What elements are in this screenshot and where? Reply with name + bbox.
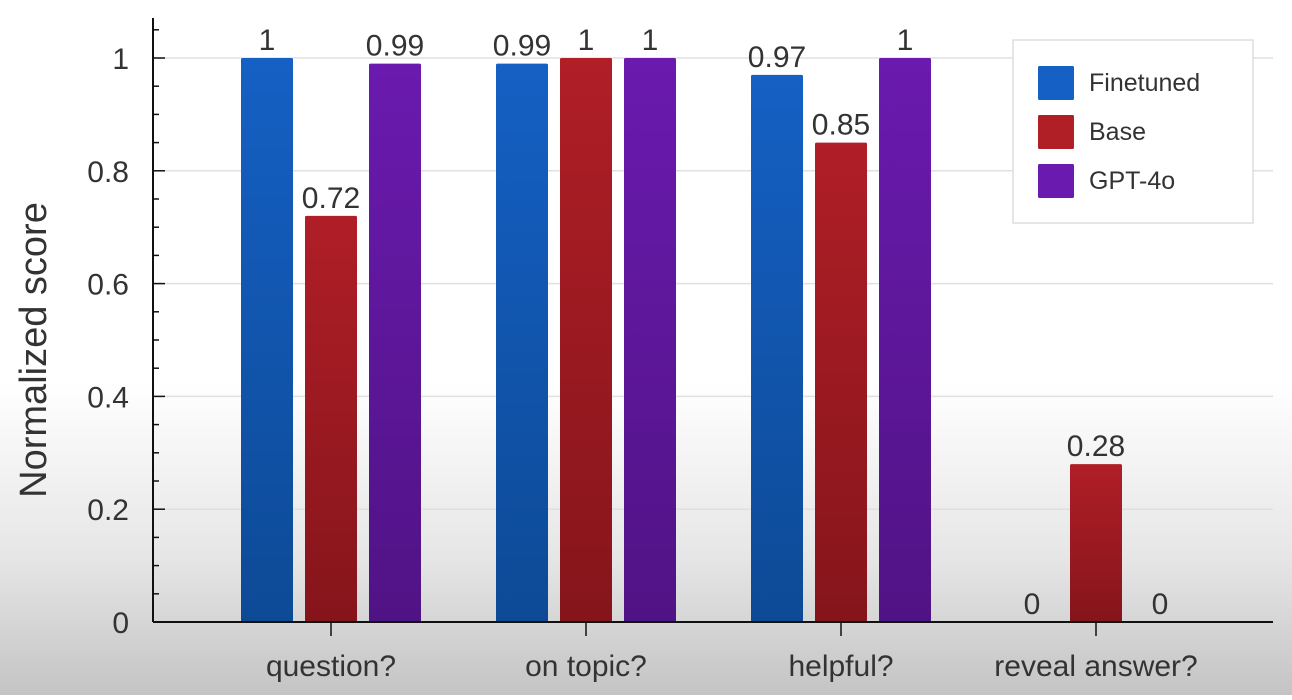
bar-base-1 <box>305 215 357 623</box>
x-tick-label: reveal answer? <box>994 650 1197 683</box>
bar-base-3 <box>815 142 867 622</box>
legend-swatch <box>1038 66 1074 100</box>
data-label: 1 <box>578 24 595 57</box>
x-tick-label: question? <box>266 650 396 683</box>
legend-swatch <box>1038 164 1074 198</box>
y-tick-label: 0.8 <box>87 156 129 189</box>
legend-swatch <box>1038 115 1074 149</box>
y-axis-label: Normalized score <box>13 202 55 498</box>
data-label: 0.99 <box>493 30 551 63</box>
x-axis-ticks: question? on topic? helpful? reveal answer? <box>266 622 1198 683</box>
data-label: 0.97 <box>748 41 806 74</box>
legend-label: GPT-4o <box>1089 167 1175 195</box>
data-label: 0.99 <box>366 30 424 63</box>
bar-gpt-4o-3 <box>879 58 931 622</box>
bar-base-4 <box>1070 464 1122 622</box>
data-label: 0.28 <box>1067 430 1125 463</box>
y-tick-label: 0.4 <box>87 381 129 414</box>
bar-gpt-4o-1 <box>369 63 421 622</box>
bar-finetuned-3 <box>751 74 803 623</box>
data-label: 0 <box>1152 588 1169 621</box>
data-label: 0.85 <box>812 109 870 142</box>
x-tick-label: helpful? <box>788 650 893 683</box>
data-label: 0 <box>1024 588 1041 621</box>
data-label: 1 <box>897 24 914 57</box>
data-labels: 1 0.72 0.99 0.99 1 1 0.97 0.85 1 0 0.28 0 <box>259 24 1169 621</box>
bars <box>241 58 1122 623</box>
legend-label: Base <box>1089 118 1146 146</box>
legend: Finetuned Base GPT-4o <box>1012 39 1254 224</box>
y-tick-label: 1 <box>112 43 129 76</box>
y-tick-label: 0 <box>112 607 129 640</box>
y-tick-label: 0.2 <box>87 494 129 527</box>
bar-gpt-4o-2 <box>624 58 676 622</box>
data-label: 0.72 <box>302 182 360 215</box>
y-axis-ticks: 0 0.2 0.4 0.6 0.8 1 <box>87 29 165 640</box>
y-tick-label: 0.6 <box>87 269 129 302</box>
x-tick-label: on topic? <box>525 650 647 683</box>
bar-base-2 <box>560 58 612 622</box>
bar-finetuned-1 <box>241 58 293 622</box>
data-label: 1 <box>642 24 659 57</box>
bar-finetuned-2 <box>496 63 548 622</box>
data-label: 1 <box>259 24 276 57</box>
legend-label: Finetuned <box>1089 69 1200 97</box>
axes <box>152 18 1273 623</box>
